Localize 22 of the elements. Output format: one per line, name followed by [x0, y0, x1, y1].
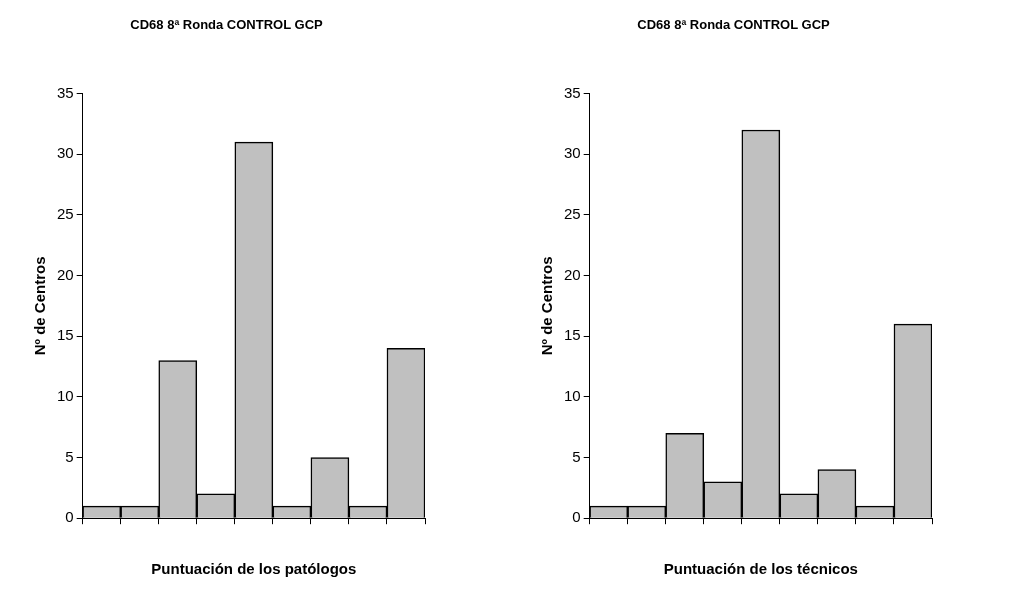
y-tick-label: 30 — [564, 144, 581, 162]
y-tick-label: 35 — [564, 83, 581, 101]
y-tick-label: 0 — [65, 508, 74, 526]
y-tick-label: 35 — [57, 83, 74, 101]
chart-title: CD68 8ª Ronda CONTROL GCP — [637, 17, 831, 33]
y-axis-title: Nº de Centros — [538, 256, 556, 356]
chart-title: CD68 8ª Ronda CONTROL GCP — [130, 17, 324, 33]
y-tick-label: 5 — [65, 447, 74, 465]
y-tick-label: 10 — [57, 387, 74, 405]
y-axis-title: Nº de Centros — [31, 256, 49, 356]
y-tick-label: 20 — [57, 265, 74, 283]
y-tick-label: 5 — [572, 447, 581, 465]
y-tick-label: 0 — [572, 508, 581, 526]
y-tick-label: 15 — [57, 326, 74, 344]
x-axis-title: Puntuación de los técnicos — [663, 560, 858, 578]
y-tick-label: 10 — [564, 387, 581, 405]
x-axis-title: Puntuación de los patólogos — [151, 560, 357, 578]
y-tick-label: 25 — [57, 205, 74, 223]
y-tick-label: 15 — [564, 326, 581, 344]
y-tick-label: 30 — [57, 144, 74, 162]
y-tick-label: 25 — [564, 205, 581, 223]
y-tick-label: 20 — [564, 265, 581, 283]
